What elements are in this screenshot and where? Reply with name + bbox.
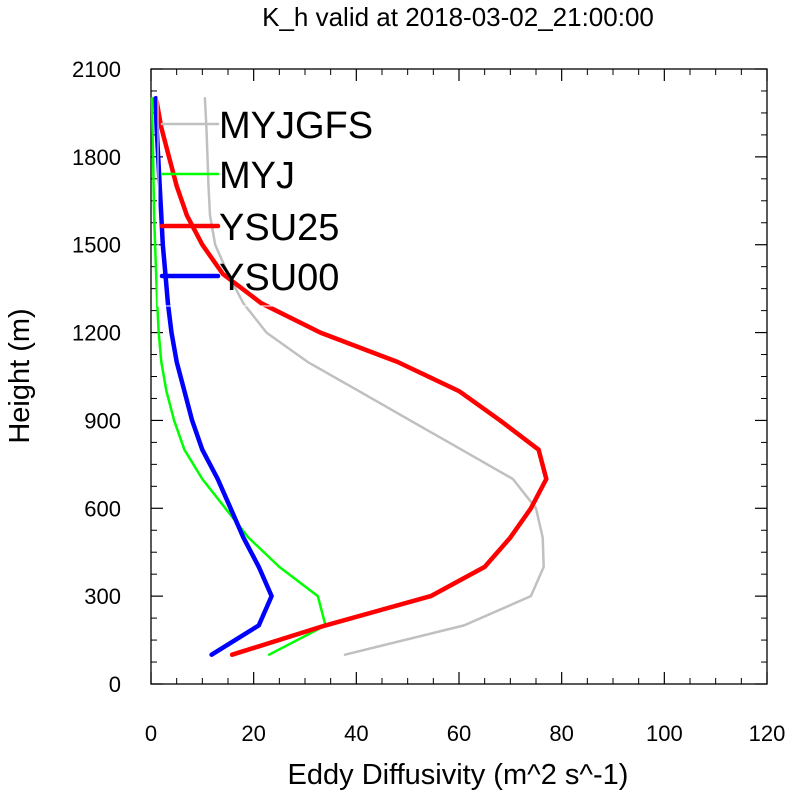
- chart-title: K_h valid at 2018-03-02_21:00:00: [262, 2, 654, 32]
- x-tick-label: 120: [749, 721, 786, 746]
- legend: MYJGFS MYJ YSU25 YSU00: [157, 91, 389, 307]
- series-line-myj: [150, 97, 327, 656]
- y-tick-label: 1800: [72, 145, 121, 170]
- x-axis-label: Eddy Diffusivity (m^2 s^-1): [288, 759, 629, 791]
- y-tick-label: 1500: [72, 233, 121, 258]
- minor-ticks: [151, 69, 767, 684]
- y-tick-label: 1200: [72, 321, 121, 346]
- x-tick-labels: 0 20 40 60 80 100 120: [145, 721, 785, 746]
- legend-label-myjgfs: MYJGFS: [219, 105, 373, 147]
- series-lines: [150, 96, 549, 657]
- y-tick-label: 2100: [72, 57, 121, 82]
- x-tick-label: 20: [241, 721, 265, 746]
- y-axis-label: Height (m): [4, 308, 36, 443]
- x-tick-label: 60: [447, 721, 471, 746]
- x-tick-label: 80: [549, 721, 573, 746]
- legend-label-ysu00: YSU00: [219, 257, 339, 299]
- series-line-myjgfs: [203, 97, 545, 656]
- y-tick-label: 300: [84, 584, 121, 609]
- y-tick-label: 900: [84, 408, 121, 433]
- legend-label-myj: MYJ: [219, 155, 295, 197]
- legend-box: [157, 91, 389, 307]
- major-ticks: [150, 68, 768, 685]
- legend-label-ysu25: YSU25: [219, 207, 339, 249]
- y-tick-label: 0: [109, 672, 121, 697]
- x-tick-label: 0: [145, 721, 157, 746]
- x-tick-label: 40: [344, 721, 368, 746]
- y-tick-labels: 0 300 600 900 1200 1500 1800 2100: [72, 57, 121, 697]
- series-line-ysu25: [153, 96, 549, 657]
- x-tick-label: 100: [646, 721, 683, 746]
- y-tick-label: 600: [84, 496, 121, 521]
- series-line-ysu00: [153, 96, 274, 657]
